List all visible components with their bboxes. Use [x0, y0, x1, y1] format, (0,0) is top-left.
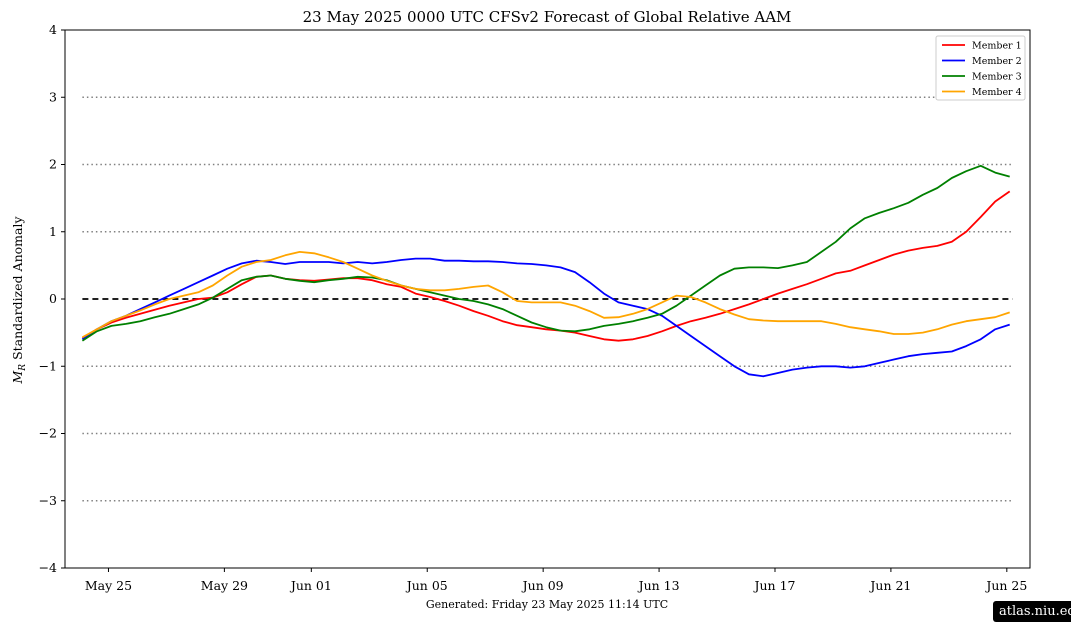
chart-title: 23 May 2025 0000 UTC CFSv2 Forecast of G…	[303, 8, 792, 26]
legend-label: Member 2	[972, 56, 1022, 67]
legend-label: Member 3	[972, 72, 1022, 83]
y-tick-label: −2	[39, 426, 57, 441]
y-tick-label: 2	[49, 157, 57, 172]
x-tick-label: Jun 17	[752, 578, 795, 593]
legend-box	[935, 35, 1026, 101]
y-axis-label: MR Standardized Anomaly	[10, 216, 28, 385]
y-tick-label: −4	[39, 560, 57, 575]
series-line-member-3	[81, 164, 1010, 342]
grid-lines	[82, 96, 1013, 502]
x-tick-label: Jun 01	[289, 578, 332, 593]
series-line-member-4	[81, 250, 1010, 339]
series-line-member-2	[81, 257, 1010, 378]
footer-generated: Generated: Friday 23 May 2025 11:14 UTC	[426, 598, 668, 611]
y-tick-label: −3	[39, 493, 57, 508]
x-tick-label: Jun 25	[984, 578, 1027, 593]
x-tick-label: Jun 21	[868, 578, 911, 593]
watermark-badge: atlas.niu.edu	[993, 601, 1071, 622]
y-tick-label: −1	[39, 358, 57, 373]
legend: Member 1 Member 2 Member 3 Member 4	[935, 35, 1026, 101]
legend-label: Member 1	[972, 41, 1022, 52]
y-axis: −4 −3 −2 −1 0 1 2 3 4	[39, 22, 65, 575]
x-tick-label: May 25	[85, 578, 132, 593]
y-tick-label: 3	[49, 89, 57, 104]
x-tick-label: Jun 05	[405, 578, 448, 593]
series-line-member-1	[81, 190, 1011, 342]
legend-label: Member 4	[972, 87, 1022, 98]
x-tick-label: Jun 13	[637, 578, 680, 593]
x-tick-label: May 29	[201, 578, 248, 593]
series-lines	[81, 164, 1011, 378]
y-tick-label: 1	[49, 224, 57, 239]
y-tick-label: 0	[49, 291, 57, 306]
x-tick-label: Jun 09	[521, 578, 564, 593]
x-axis: May 25 May 29 Jun 01 Jun 05 Jun 09 Jun 13 Jun …	[85, 568, 1027, 593]
y-tick-label: 4	[49, 22, 57, 37]
